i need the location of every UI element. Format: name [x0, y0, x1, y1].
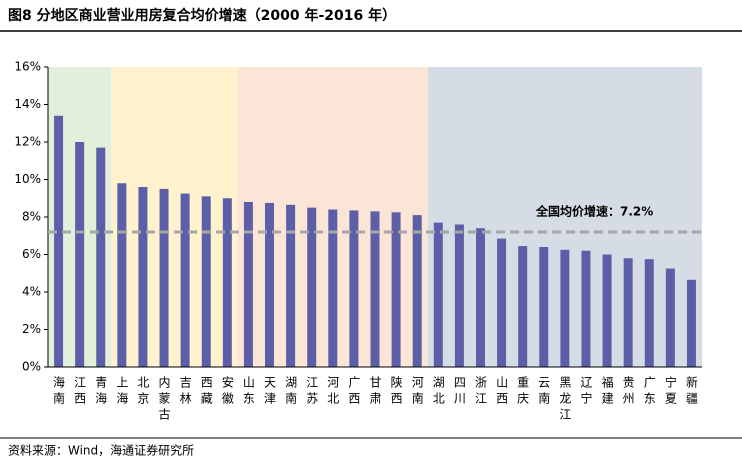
bar	[96, 147, 106, 367]
x-tick-label: 宁夏	[663, 375, 677, 408]
x-tick-label: 北京	[136, 376, 150, 408]
bar	[644, 259, 654, 367]
x-tick-label: 云南	[537, 376, 551, 408]
x-tick-label: 内蒙古	[157, 376, 171, 424]
reference-label: 全国均价增速：7.2%	[535, 204, 653, 219]
bar	[497, 238, 507, 367]
x-tick-label: 吉林	[178, 376, 192, 408]
x-tick-label: 湖南	[284, 375, 298, 408]
x-tick-label: 黑龙江	[558, 376, 572, 424]
bar	[286, 204, 296, 367]
x-tick-label: 辽宁	[579, 376, 593, 408]
source: 资料来源：Wind，海通证券研究所	[8, 443, 194, 458]
x-tick-label: 山东	[241, 376, 255, 408]
bar	[349, 210, 359, 367]
x-tick-label: 安徽	[220, 375, 234, 408]
bar	[623, 258, 633, 367]
bar	[475, 228, 485, 367]
x-tick-label: 上海	[115, 376, 129, 408]
x-tick-label: 湖北	[431, 375, 445, 408]
x-tick-label: 西藏	[199, 376, 213, 408]
x-tick-label: 河北	[326, 376, 340, 408]
y-tick-label: 6%	[22, 247, 41, 261]
x-tick-label: 广西	[347, 376, 361, 408]
bar	[391, 212, 401, 367]
bar	[54, 115, 64, 367]
bar	[665, 268, 675, 367]
y-tick-label: 14%	[14, 97, 41, 111]
bar	[180, 193, 190, 367]
bar	[454, 224, 464, 367]
y-tick-label: 16%	[14, 60, 41, 74]
y-tick-label: 10%	[14, 172, 41, 186]
bar	[265, 202, 275, 367]
x-tick-label: 福建	[600, 375, 614, 408]
x-tick-label: 贵州	[621, 376, 635, 408]
x-tick-label: 四川	[452, 376, 466, 408]
bar	[201, 196, 211, 367]
x-tick-label: 山西	[495, 376, 509, 408]
x-tick-label: 广东	[642, 376, 656, 408]
y-tick-label: 12%	[14, 135, 41, 149]
x-tick-label: 江西	[73, 376, 87, 408]
bar	[328, 209, 338, 367]
bar	[539, 247, 549, 367]
y-tick-label: 4%	[22, 285, 41, 299]
x-tick-label: 天津	[263, 376, 277, 408]
bar	[581, 250, 591, 367]
y-tick-label: 0%	[22, 360, 41, 374]
bar	[75, 142, 85, 367]
y-tick-label: 2%	[22, 322, 41, 336]
x-tick-label: 陕西	[389, 375, 403, 408]
x-tick-label: 新疆	[684, 375, 698, 408]
x-tick-label: 浙江	[473, 376, 487, 408]
x-tick-label: 河南	[410, 376, 424, 408]
bar	[159, 188, 169, 367]
chart-title: 图8 分地区商业营业用房复合均价增速（2000 年-2016 年）	[8, 7, 396, 24]
bar	[518, 246, 528, 367]
y-tick-label: 8%	[22, 210, 41, 224]
x-tick-label: 青海	[94, 376, 108, 408]
bar	[560, 249, 570, 367]
x-tick-label: 江苏	[305, 376, 319, 408]
x-tick-label: 甘肃	[368, 376, 382, 408]
bar	[433, 222, 443, 367]
x-tick-label: 重庆	[516, 376, 530, 408]
bar	[243, 202, 253, 367]
bar	[602, 254, 612, 367]
bar	[412, 215, 422, 367]
region-band	[111, 67, 238, 367]
x-tick-label: 海南	[52, 375, 66, 408]
bar	[117, 183, 127, 367]
bar	[686, 279, 696, 367]
bar	[370, 211, 380, 367]
bar	[307, 207, 317, 367]
bar	[222, 198, 232, 367]
bar	[138, 187, 148, 367]
